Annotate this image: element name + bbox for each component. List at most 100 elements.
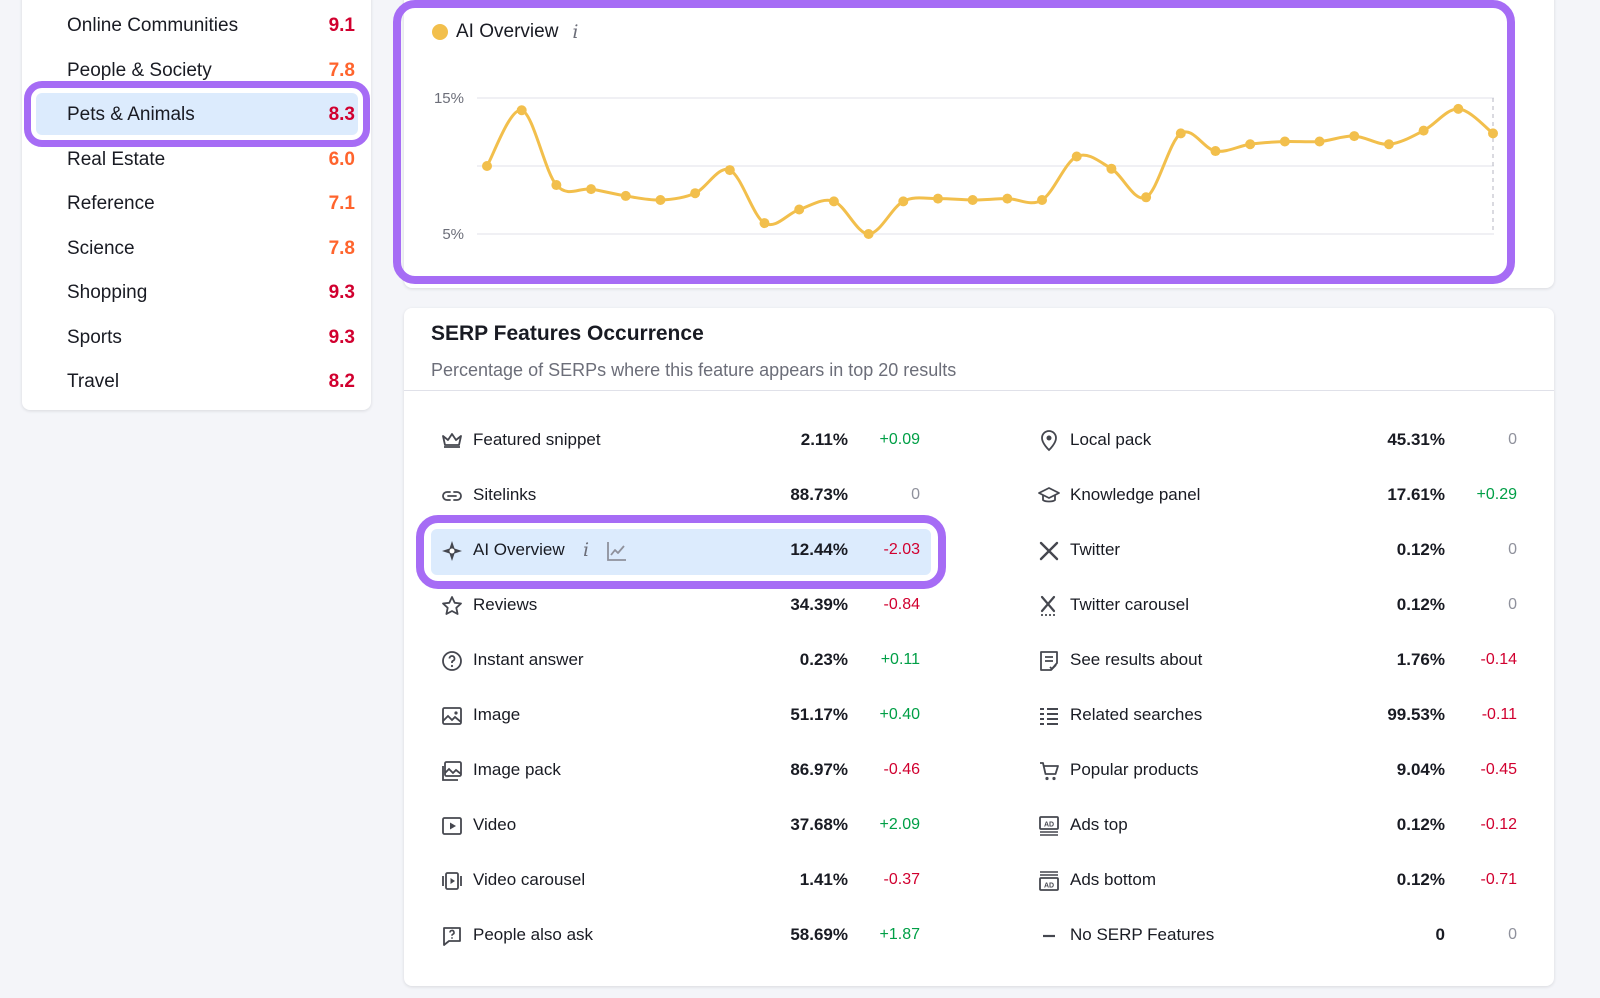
category-row[interactable]: Travel 8.2	[22, 360, 371, 404]
info-icon[interactable]: i	[572, 21, 579, 43]
data-point[interactable]	[551, 180, 562, 191]
data-point[interactable]	[1383, 139, 1394, 150]
trend-chart-icon[interactable]	[605, 539, 629, 563]
ai-overview-row-highlight	[416, 515, 946, 589]
see-results-icon	[1040, 651, 1058, 671]
category-row[interactable]: Reference 7.1	[22, 182, 371, 226]
data-point[interactable]	[690, 188, 701, 199]
feature-name: Related searches	[1070, 705, 1203, 724]
data-point[interactable]	[1106, 163, 1117, 174]
feature-name: Featured snippet	[473, 430, 601, 449]
data-point[interactable]	[1349, 131, 1360, 142]
serp-feature-row[interactable]: AD Ads bottom 0.12% -0.71	[1037, 860, 1517, 900]
category-row[interactable]: Pets & Animals 8.3	[22, 93, 371, 137]
data-point[interactable]	[1488, 128, 1498, 139]
category-row[interactable]: Science 7.8	[22, 227, 371, 271]
feature-change: -0.37	[883, 871, 920, 888]
data-point[interactable]	[1037, 195, 1048, 205]
serp-feature-row[interactable]: AD Ads top 0.12% -0.12	[1037, 805, 1517, 845]
feature-percentage: 0.12%	[1396, 595, 1445, 614]
serp-feature-row[interactable]: Twitter carousel 0.12% 0	[1037, 585, 1517, 625]
serp-feature-row[interactable]: AI Overview i 12.44% -2.03	[440, 530, 920, 570]
feature-percentage: 45.31%	[1387, 430, 1445, 449]
data-point[interactable]	[586, 184, 597, 195]
serp-feature-row[interactable]: Image 51.17% +0.40	[440, 695, 920, 735]
data-point[interactable]	[898, 196, 909, 207]
feature-name: Instant answer	[473, 650, 584, 669]
data-point[interactable]	[655, 195, 666, 205]
feature-change: -0.45	[1480, 761, 1517, 778]
category-row[interactable]: Sports 9.3	[22, 316, 371, 360]
serp-feature-row[interactable]: Related searches 99.53% -0.11	[1037, 695, 1517, 735]
data-point[interactable]	[828, 196, 839, 207]
chart-card	[404, 0, 1554, 288]
category-row[interactable]: Shopping 9.3	[22, 271, 371, 315]
serp-feature-row[interactable]: Reviews 34.39% -0.84	[440, 585, 920, 625]
legend-label: AI Overview	[456, 21, 559, 42]
feature-change: -0.11	[1481, 706, 1517, 723]
serp-feature-row[interactable]: Video carousel 1.41% -0.37	[440, 860, 920, 900]
data-point[interactable]	[1071, 151, 1082, 162]
feature-name: Image pack	[473, 760, 561, 779]
data-point[interactable]	[1210, 146, 1221, 157]
serp-feature-row[interactable]: Sitelinks 88.73% 0	[440, 475, 920, 515]
data-point[interactable]	[482, 161, 492, 171]
feature-name: Twitter carousel	[1070, 595, 1190, 614]
data-point[interactable]	[932, 193, 943, 204]
chart-legend[interactable]: AI Overview i	[432, 20, 579, 44]
serp-feature-row[interactable]: Twitter 0.12% 0	[1037, 530, 1517, 570]
serp-feature-row[interactable]: Knowledge panel 17.61% +0.29	[1037, 475, 1517, 515]
serp-feature-row[interactable]: Local pack 45.31% 0	[1037, 420, 1517, 460]
feature-change: 0	[1508, 926, 1517, 943]
data-point[interactable]	[759, 218, 770, 229]
data-point[interactable]	[967, 195, 978, 205]
data-point[interactable]	[1418, 125, 1429, 136]
selected-category-background	[36, 93, 358, 135]
feature-change: +2.09	[879, 816, 920, 833]
category-score: 7.8	[328, 59, 355, 81]
serp-feature-row[interactable]: No SERP Features 0 0	[1037, 915, 1517, 955]
data-point[interactable]	[724, 165, 735, 176]
link-icon	[442, 491, 462, 501]
data-point[interactable]	[1141, 192, 1152, 203]
data-point[interactable]	[863, 229, 874, 239]
category-row[interactable]: People & Society 7.8	[22, 49, 371, 93]
info-icon[interactable]: i	[583, 539, 590, 561]
people-ask-icon	[443, 927, 461, 946]
data-point[interactable]	[794, 204, 805, 215]
feature-name: Sitelinks	[473, 485, 537, 504]
serp-feature-row[interactable]: Image pack 86.97% -0.46	[440, 750, 920, 790]
feature-name: Ads bottom	[1070, 870, 1156, 889]
data-point[interactable]	[1453, 103, 1464, 114]
serp-feature-row[interactable]: People also ask 58.69% +1.87	[440, 915, 920, 955]
feature-percentage: 58.69%	[790, 925, 848, 944]
category-card	[22, 0, 371, 410]
category-name: Real Estate	[67, 148, 166, 170]
data-point[interactable]	[1245, 139, 1256, 150]
feature-percentage: 99.53%	[1387, 705, 1445, 724]
category-score: 9.3	[328, 282, 355, 303]
feature-percentage: 0.12%	[1396, 870, 1445, 889]
feature-percentage: 9.04%	[1396, 760, 1445, 779]
feature-change: 0	[1508, 596, 1517, 613]
feature-percentage: 88.73%	[790, 485, 848, 504]
feature-percentage: 0.23%	[799, 650, 848, 669]
serp-feature-row[interactable]: Video 37.68% +2.09	[440, 805, 920, 845]
feature-change: +0.11	[880, 651, 920, 668]
data-point[interactable]	[620, 190, 631, 201]
serp-feature-row[interactable]: See results about 1.76% -0.14	[1037, 640, 1517, 680]
category-row[interactable]: Real Estate 6.0	[22, 138, 371, 182]
feature-percentage: 0	[1435, 925, 1445, 944]
chart-highlight-frame	[393, 0, 1515, 284]
data-point[interactable]	[1314, 136, 1325, 147]
serp-feature-row[interactable]: Popular products 9.04% -0.45	[1037, 750, 1517, 790]
serp-feature-row[interactable]: Featured snippet 2.11% +0.09	[440, 420, 920, 460]
data-point[interactable]	[516, 105, 527, 116]
category-row[interactable]: Online Communities 9.1	[22, 4, 371, 48]
feature-name: No SERP Features	[1070, 925, 1215, 944]
serp-feature-row[interactable]: Instant answer 0.23% +0.11	[440, 640, 920, 680]
data-point[interactable]	[1175, 128, 1186, 139]
data-point[interactable]	[1279, 136, 1290, 147]
feature-name: Video	[473, 815, 517, 834]
data-point[interactable]	[1002, 193, 1013, 204]
